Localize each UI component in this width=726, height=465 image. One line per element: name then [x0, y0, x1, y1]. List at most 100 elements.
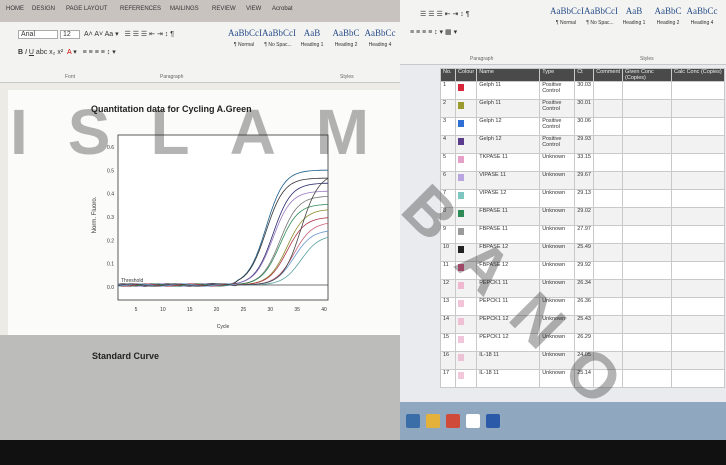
para-tools[interactable]: ☰ ☰ ☰ ⇤ ⇥ ↕ ¶: [420, 10, 470, 18]
header-cell: Comment: [594, 69, 623, 82]
colour-cell: [456, 136, 477, 154]
colour-swatch: [458, 300, 464, 307]
table-row: 5TKPASE 11Unknown33.15: [441, 154, 725, 172]
style-name: Heading 2: [652, 20, 684, 26]
colour-cell: [456, 370, 477, 388]
group-label: Styles: [340, 74, 354, 80]
table-row: 1Gelph 11Positive Control30.03: [441, 82, 725, 100]
font-size[interactable]: 12: [60, 30, 80, 39]
style-name: ¶ Normal: [228, 42, 260, 48]
row-number: 5: [441, 154, 456, 172]
calc-conc-cell: [672, 280, 725, 298]
y-tick-label: 0.1: [107, 262, 114, 268]
name-cell: Gelph 12: [477, 118, 540, 136]
font-tools[interactable]: A˄ A˅ Aa ▾ ☰ ☰ ☰ ⇤ ⇥ ↕ ¶: [84, 30, 174, 38]
ribbon: ☰ ☰ ☰ ⇤ ⇥ ↕ ¶ ≡ ≡ ≡ ≡ ↕ ▾ ▦ ▾ Paragraph …: [400, 0, 726, 65]
ribbon-tab[interactable]: MAILINGS: [170, 6, 199, 12]
calc-conc-cell: [672, 352, 725, 370]
colour-cell: [456, 334, 477, 352]
calc-conc-cell: [672, 190, 725, 208]
given-conc-cell: [623, 208, 672, 226]
colour-swatch: [458, 336, 464, 343]
style-option[interactable]: AaBbCcI¶ No Spac...: [262, 28, 294, 62]
style-option[interactable]: AaBbCcI ¶ Normal: [228, 28, 260, 62]
given-conc-cell: [623, 298, 672, 316]
table-row: 4Gelph 12Positive Control29.93: [441, 136, 725, 154]
comment-cell: [594, 154, 623, 172]
x-tick-label: 25: [241, 307, 247, 313]
ribbon-tabs: HOME DESIGN PAGE LAYOUT REFERENCES MAILINGS R…: [0, 0, 400, 22]
icon[interactable]: [406, 414, 420, 428]
style-option[interactable]: AaBbC Heading 2: [652, 6, 684, 40]
type-cell: Unknown: [540, 172, 575, 190]
type-cell: Unknown: [540, 154, 575, 172]
style-option[interactable]: AaBbCcI¶ Normal: [550, 6, 582, 40]
ribbon-tab[interactable]: REVIEW: [212, 6, 236, 12]
ribbon-tab[interactable]: PAGE LAYOUT: [66, 6, 107, 12]
given-conc-cell: [623, 136, 672, 154]
calc-conc-cell: [672, 100, 725, 118]
section-heading: Standard Curve: [92, 351, 159, 361]
style-sample: AaBbC: [330, 28, 362, 38]
x-tick-label: 20: [214, 307, 220, 313]
calc-conc-cell: [672, 298, 725, 316]
group-label: Paragraph: [470, 56, 493, 62]
style-sample: AaBbCcI: [262, 28, 294, 38]
name-cell: Gelph 11: [477, 100, 540, 118]
group-label: Font: [65, 74, 75, 80]
style-sample: AaBbCc: [364, 28, 396, 38]
ct-cell: 25.49: [575, 244, 594, 262]
y-tick-label: 0.0: [107, 285, 114, 291]
comment-cell: [594, 118, 623, 136]
page: {"word_left":{"tabs":["HOME","DESIGN","P…: [0, 0, 726, 465]
ribbon-tab[interactable]: HOME: [6, 6, 24, 12]
style-sample: AaBbC: [652, 6, 684, 16]
x-tick-label: 40: [321, 307, 327, 313]
ribbon-tab[interactable]: DESIGN: [32, 6, 55, 12]
calc-conc-cell: [672, 262, 725, 280]
format-tools[interactable]: B I U abc x₂ x² A ▾ ≡ ≡ ≡ ≡ ↕ ▾: [18, 48, 116, 56]
style-sample: AaBbCcI: [228, 28, 260, 38]
ct-cell: 29.67: [575, 172, 594, 190]
style-name: ¶ Normal: [550, 20, 582, 26]
ribbon-tab[interactable]: VIEW: [246, 6, 261, 12]
y-tick-label: 0.2: [107, 238, 114, 244]
icon[interactable]: [446, 414, 460, 428]
row-number: 17: [441, 370, 456, 388]
taskbar-icons: [400, 402, 726, 440]
comment-cell: [594, 244, 623, 262]
icon[interactable]: [426, 414, 440, 428]
name-cell: Gelph 11: [477, 82, 540, 100]
style-option[interactable]: AaBbCcI ¶ No Spac...: [584, 6, 616, 40]
style-sample: AaBbCcI: [584, 6, 616, 16]
colour-swatch: [458, 84, 464, 91]
comment-cell: [594, 82, 623, 100]
watermark: ISLAM: [10, 95, 409, 169]
ribbon-tab[interactable]: REFERENCES: [120, 6, 161, 12]
font-name[interactable]: Arial: [18, 30, 58, 39]
comment-cell: [594, 262, 623, 280]
style-name: ¶ No Spac...: [584, 20, 616, 26]
header-cell: Type: [540, 69, 575, 82]
colour-swatch: [458, 138, 464, 145]
header-row: No.ColourNameTypeCtCommentGiven Conc (Co…: [441, 69, 725, 82]
style-sample: AaBbCc: [686, 6, 718, 16]
align-tools[interactable]: ≡ ≡ ≡ ≡ ↕ ▾ ▦ ▾: [410, 28, 457, 36]
header-cell: Given Conc (Copies): [623, 69, 672, 82]
icon[interactable]: [466, 414, 480, 428]
calc-conc-cell: [672, 172, 725, 190]
comment-cell: [594, 208, 623, 226]
ribbon-tab[interactable]: Acrobat: [272, 6, 293, 12]
header-cell: Name: [477, 69, 540, 82]
calc-conc-cell: [672, 208, 725, 226]
x-tick-label: 30: [268, 307, 274, 313]
header-cell: Colour: [456, 69, 477, 82]
icon[interactable]: [486, 414, 500, 428]
given-conc-cell: [623, 172, 672, 190]
ct-cell: 33.15: [575, 154, 594, 172]
